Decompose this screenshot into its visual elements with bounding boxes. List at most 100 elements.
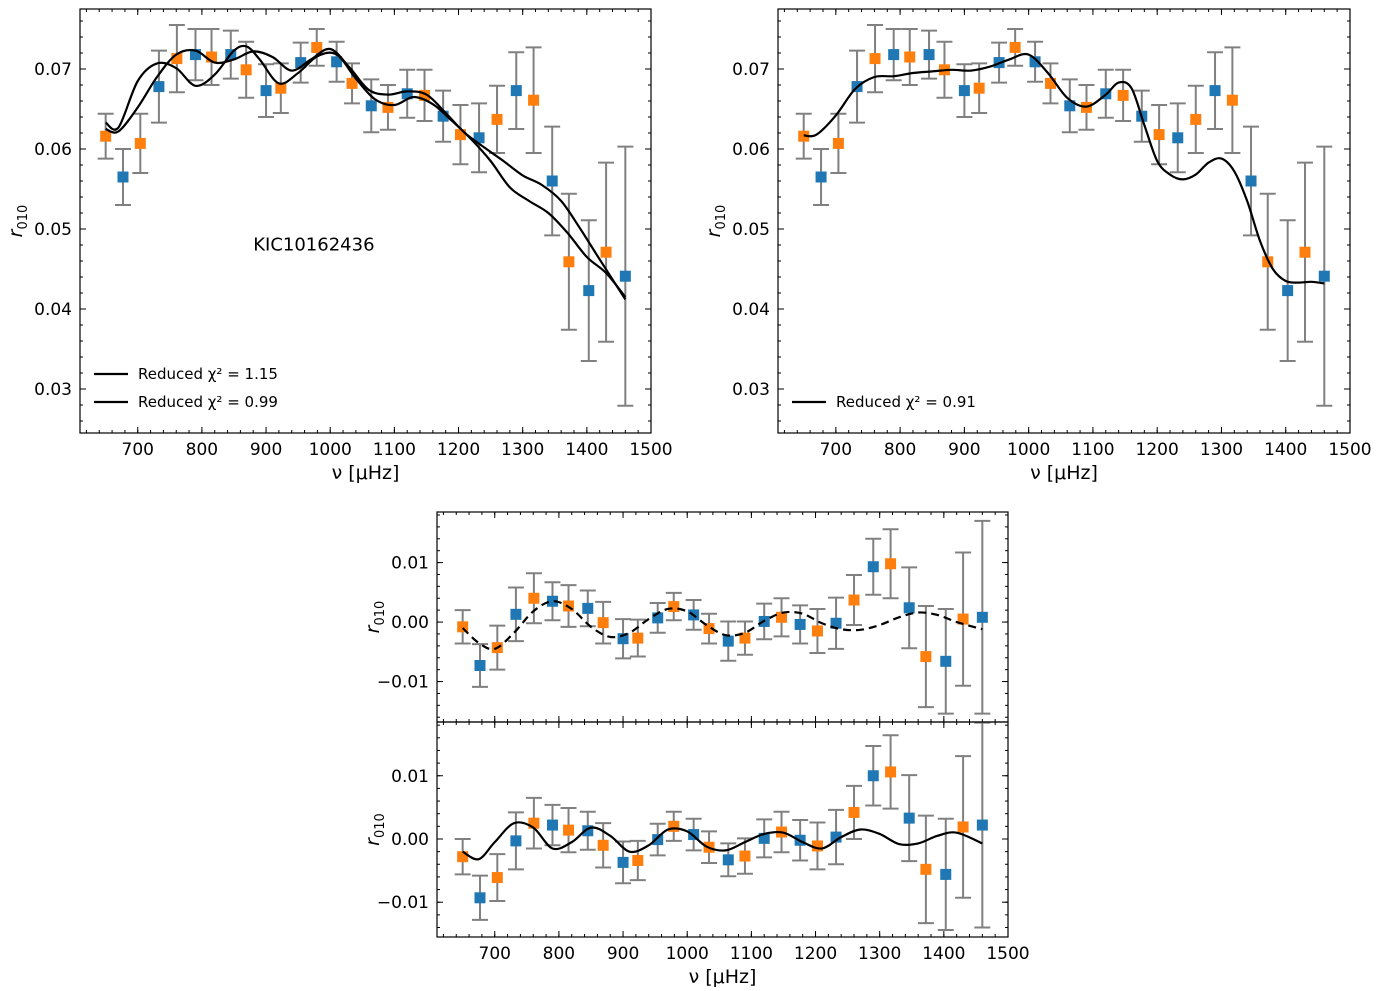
data-point (722, 635, 734, 647)
data-point (811, 625, 823, 637)
x-tick-label: 1100 (730, 944, 773, 964)
data-point (600, 246, 612, 258)
x-tick-label: 800 (186, 440, 218, 460)
data-point (510, 835, 522, 847)
data-point (382, 101, 394, 113)
y-axis-label: r010 (362, 813, 388, 846)
x-tick-label: 1200 (437, 440, 480, 460)
axes-frame (436, 511, 1009, 723)
data-point (260, 85, 272, 97)
data-point (832, 137, 844, 149)
x-tick-label: 1500 (629, 440, 672, 460)
data-point (117, 171, 129, 183)
data-point (346, 77, 358, 89)
data-point (903, 602, 915, 614)
series-orange (795, 24, 1314, 343)
data-point (976, 819, 988, 831)
data-point (1117, 89, 1129, 101)
data-point (830, 831, 842, 843)
data-point (528, 592, 540, 604)
data-point (1226, 94, 1238, 106)
legend: Reduced χ² = 1.15 Reduced χ² = 0.99 (94, 365, 278, 411)
data-point (206, 51, 218, 63)
data-point (491, 113, 503, 125)
y-tick-label: 0.04 (34, 300, 72, 320)
y-axis-label-text: r010 (362, 813, 388, 846)
model-curve (105, 44, 627, 298)
data-point (885, 558, 897, 570)
x-axis-label: ν [μHz] (1030, 462, 1098, 484)
data-point (867, 770, 879, 782)
y-tick-label: 0.03 (34, 380, 72, 400)
data-point (668, 601, 680, 613)
y-tick-label: −0.01 (377, 893, 429, 913)
panel-bottom-upper: −0.01 0.00 0.01 (377, 511, 1009, 723)
data-point (1172, 132, 1184, 144)
panel-top-right: 700 800 900 1000 1100 1200 1300 1400 1500 0.03 0.0… (732, 8, 1372, 484)
data-point (275, 82, 287, 94)
data-point (923, 49, 935, 61)
data-point (957, 613, 969, 625)
markers-blue (815, 49, 1330, 297)
y-axis-label: r010 (5, 205, 31, 238)
y-tick-label: 0.06 (732, 140, 770, 160)
legend-label: Reduced χ² = 0.99 (138, 393, 278, 411)
y-tick-label: 0.05 (732, 220, 770, 240)
data-point (617, 633, 629, 645)
legend-label: Reduced χ² = 1.15 (138, 365, 278, 383)
model-curve (462, 821, 983, 861)
data-point (848, 806, 860, 818)
model-curve (105, 47, 627, 300)
data-point (739, 850, 751, 862)
y-axis-label: r010 (703, 205, 729, 238)
data-point (1299, 246, 1311, 258)
data-point (100, 130, 112, 142)
y-tick-label: 0.05 (34, 220, 72, 240)
data-point (617, 856, 629, 868)
data-point (1029, 56, 1041, 68)
model-curve (803, 52, 1325, 285)
data-point (632, 632, 644, 644)
panel-bottom-lower: 700 800 900 1000 1100 1200 1300 1400 1500 −0.01 0.… (377, 721, 1030, 988)
data-point (652, 612, 664, 624)
data-point (739, 632, 751, 644)
data-point (885, 766, 897, 778)
y-tick-label: 0.03 (732, 380, 770, 400)
data-point (920, 651, 932, 663)
data-point (776, 611, 788, 623)
data-point (1153, 129, 1165, 141)
data-point (528, 94, 540, 106)
data-point (940, 868, 952, 880)
x-tick-label: 700 (122, 440, 154, 460)
data-point (1045, 77, 1057, 89)
legend-label: Reduced χ² = 0.91 (836, 393, 976, 411)
x-tick-label: 1000 (309, 440, 352, 460)
data-point (703, 623, 715, 635)
data-point (457, 851, 469, 863)
y-tick-label: 0.00 (391, 830, 429, 850)
x-tick-label: 1200 (1136, 440, 1179, 460)
data-point (171, 53, 183, 65)
x-tick-label: 1500 (986, 944, 1029, 964)
y-tick-label: 0.01 (391, 554, 429, 574)
data-point (597, 839, 609, 851)
data-point (976, 611, 988, 623)
data-point (563, 824, 575, 836)
data-point (811, 840, 823, 852)
data-point (457, 621, 469, 633)
data-point (295, 57, 307, 69)
data-point (668, 820, 680, 832)
series-blue (471, 519, 991, 715)
markers-orange (457, 766, 969, 884)
x-tick-label: 1000 (1007, 440, 1050, 460)
data-point (888, 49, 900, 61)
panel-top-left: 700 800 900 1000 1100 1200 1300 1400 1500 0.03 0.0… (34, 8, 673, 484)
star-id-annotation: KIC10162436 (253, 235, 374, 256)
y-axis-label-text: r010 (703, 205, 729, 238)
legend: Reduced χ² = 0.91 (792, 393, 976, 411)
x-tick-label: 1500 (1328, 440, 1371, 460)
data-point (419, 89, 431, 101)
data-point (848, 594, 860, 606)
data-point (722, 854, 734, 866)
